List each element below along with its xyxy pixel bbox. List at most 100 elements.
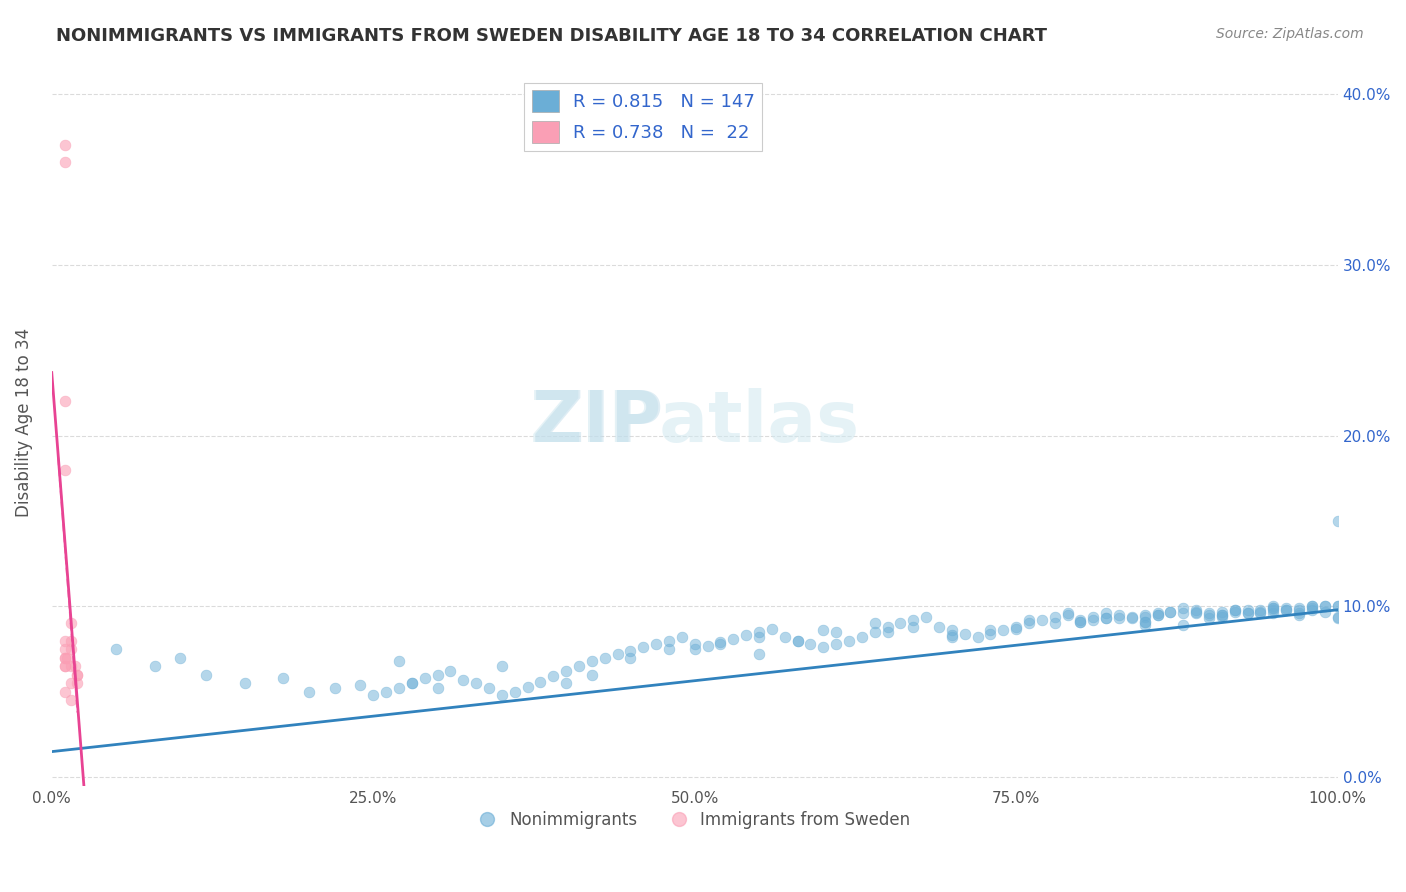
Point	[53, 642, 76, 657]
Point	[619, 644, 641, 658]
Point	[1069, 615, 1091, 629]
Point	[401, 676, 423, 690]
Point	[60, 633, 83, 648]
Point	[1301, 603, 1323, 617]
Point	[1185, 603, 1208, 617]
Point	[1198, 607, 1220, 622]
Point	[66, 667, 89, 681]
Point	[1018, 613, 1040, 627]
Point	[581, 654, 603, 668]
Point	[426, 681, 449, 696]
Point	[375, 685, 398, 699]
Point	[1211, 607, 1233, 622]
Point	[723, 632, 745, 646]
Point	[1211, 607, 1233, 622]
Point	[658, 633, 681, 648]
Point	[1095, 606, 1118, 620]
Point	[1275, 603, 1298, 617]
Point	[53, 155, 76, 169]
Point	[541, 669, 564, 683]
Text: Source: ZipAtlas.com: Source: ZipAtlas.com	[1216, 27, 1364, 41]
Point	[1133, 615, 1156, 629]
Point	[53, 685, 76, 699]
Point	[953, 626, 976, 640]
Point	[683, 637, 706, 651]
Point	[426, 667, 449, 681]
Point	[439, 665, 461, 679]
Point	[1263, 606, 1285, 620]
Point	[169, 650, 191, 665]
Point	[748, 630, 770, 644]
Point	[606, 647, 628, 661]
Point	[53, 394, 76, 409]
Point	[63, 659, 86, 673]
Point	[271, 671, 294, 685]
Point	[1263, 603, 1285, 617]
Point	[1301, 599, 1323, 614]
Point	[941, 630, 963, 644]
Point	[491, 688, 513, 702]
Point	[555, 676, 578, 690]
Point	[1236, 606, 1258, 620]
Point	[645, 637, 668, 651]
Point	[349, 678, 371, 692]
Text: NONIMMIGRANTS VS IMMIGRANTS FROM SWEDEN DISABILITY AGE 18 TO 34 CORRELATION CHAR: NONIMMIGRANTS VS IMMIGRANTS FROM SWEDEN …	[56, 27, 1047, 45]
Point	[1326, 514, 1348, 528]
Point	[1043, 609, 1066, 624]
Point	[1326, 611, 1348, 625]
Point	[53, 463, 76, 477]
Point	[1288, 607, 1310, 622]
Point	[1223, 603, 1246, 617]
Point	[1121, 611, 1143, 625]
Point	[53, 659, 76, 673]
Point	[1069, 613, 1091, 627]
Point	[1133, 615, 1156, 629]
Point	[1108, 611, 1130, 625]
Point	[941, 628, 963, 642]
Point	[1069, 615, 1091, 629]
Point	[876, 620, 898, 634]
Point	[568, 659, 591, 673]
Point	[53, 633, 76, 648]
Point	[56, 650, 79, 665]
Point	[735, 628, 758, 642]
Point	[1275, 603, 1298, 617]
Point	[786, 633, 808, 648]
Point	[915, 609, 938, 624]
Point	[1211, 609, 1233, 624]
Point	[825, 625, 848, 640]
Point	[1146, 606, 1168, 620]
Point	[1263, 599, 1285, 614]
Point	[1288, 603, 1310, 617]
Point	[671, 630, 693, 644]
Point	[361, 688, 384, 702]
Point	[709, 635, 731, 649]
Point	[1236, 606, 1258, 620]
Point	[1263, 601, 1285, 615]
Point	[863, 625, 886, 640]
Y-axis label: Disability Age 18 to 34: Disability Age 18 to 34	[15, 328, 32, 517]
Point	[979, 626, 1001, 640]
Point	[1159, 605, 1181, 619]
Point	[633, 640, 655, 655]
Point	[298, 685, 321, 699]
Point	[1185, 606, 1208, 620]
Point	[1301, 601, 1323, 615]
Point	[1056, 607, 1078, 622]
Point	[66, 667, 89, 681]
Point	[761, 622, 783, 636]
Point	[941, 624, 963, 638]
Point	[478, 681, 501, 696]
Point	[1043, 616, 1066, 631]
Point	[1198, 611, 1220, 625]
Point	[838, 633, 860, 648]
Point	[1133, 609, 1156, 624]
Point	[1326, 599, 1348, 614]
Point	[1173, 618, 1195, 632]
Point	[60, 659, 83, 673]
Point	[813, 624, 835, 638]
Point	[1250, 606, 1272, 620]
Point	[555, 665, 578, 679]
Point	[1083, 613, 1105, 627]
Point	[1159, 605, 1181, 619]
